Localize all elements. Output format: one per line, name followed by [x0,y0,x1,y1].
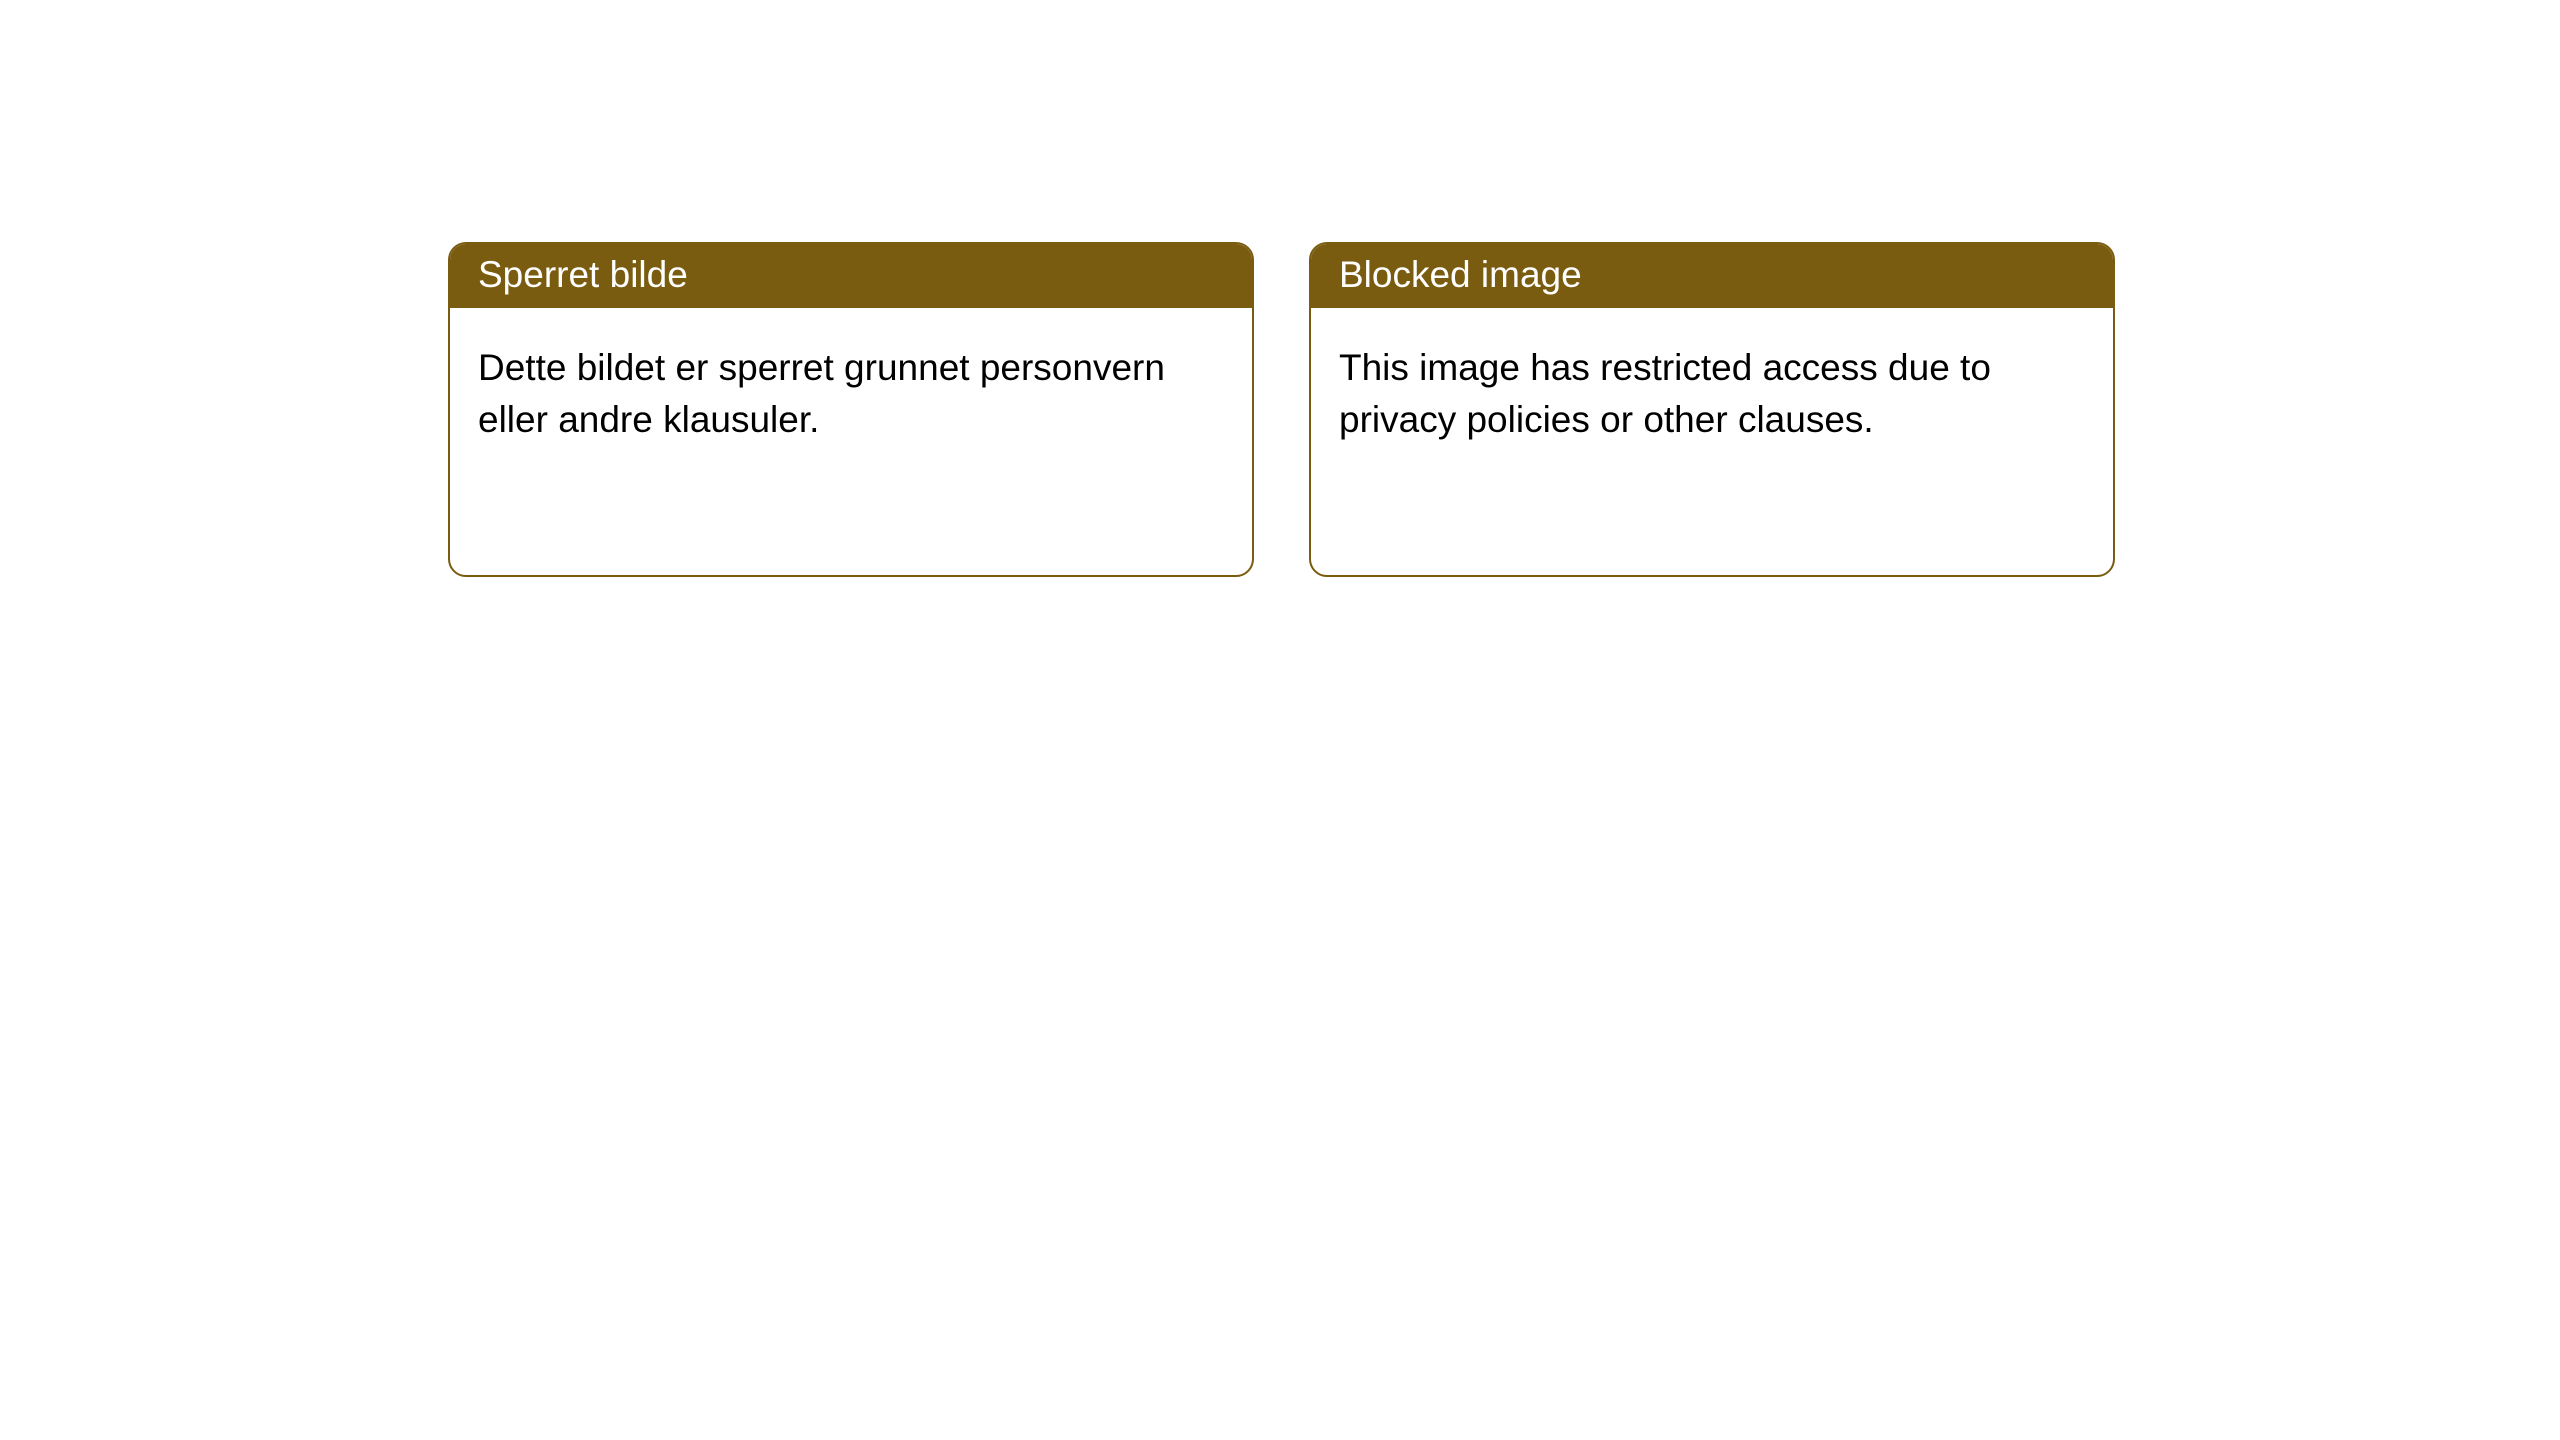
notice-card-body: Dette bildet er sperret grunnet personve… [450,308,1252,480]
notice-card-body: This image has restricted access due to … [1311,308,2113,480]
notice-card-title: Sperret bilde [450,244,1252,308]
notice-card-norwegian: Sperret bilde Dette bildet er sperret gr… [448,242,1254,577]
notice-cards-container: Sperret bilde Dette bildet er sperret gr… [0,0,2560,577]
notice-card-title: Blocked image [1311,244,2113,308]
notice-card-english: Blocked image This image has restricted … [1309,242,2115,577]
